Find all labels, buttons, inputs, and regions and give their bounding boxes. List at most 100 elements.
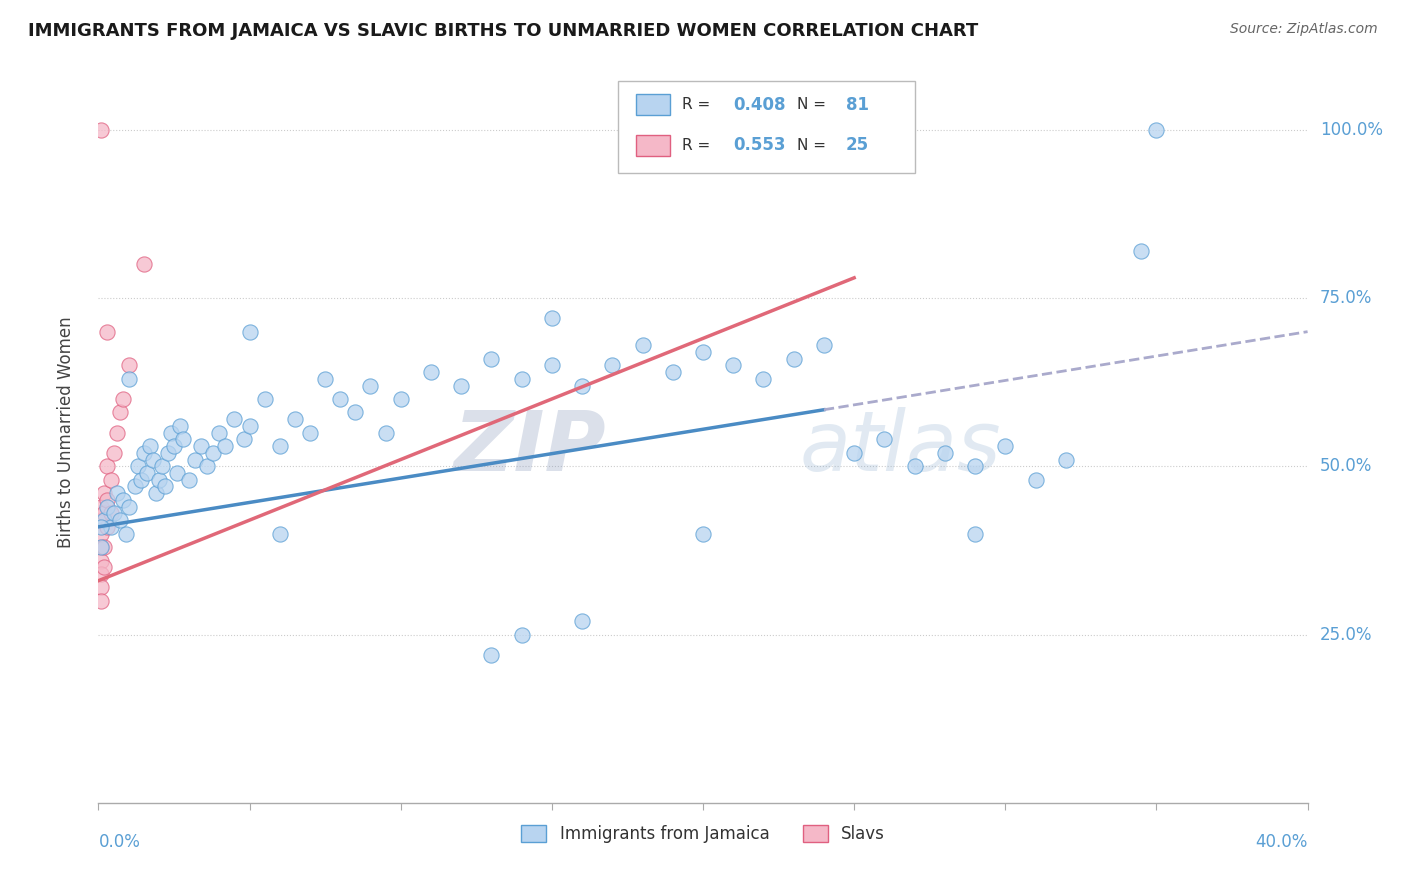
Point: [571, 614, 593, 628]
Point: [142, 452, 165, 467]
Point: [118, 500, 141, 514]
Point: [135, 466, 157, 480]
Point: [1054, 452, 1077, 467]
Point: [190, 439, 212, 453]
Point: [510, 627, 533, 641]
Point: [96, 325, 118, 339]
Point: [994, 439, 1017, 453]
Point: [540, 311, 562, 326]
Point: [90, 566, 112, 581]
Text: N =: N =: [797, 138, 831, 153]
Point: [202, 446, 225, 460]
Point: [160, 425, 183, 440]
Point: [224, 412, 246, 426]
Point: [163, 439, 186, 453]
Point: [129, 473, 152, 487]
Text: 100.0%: 100.0%: [1320, 120, 1382, 139]
Point: [105, 425, 128, 440]
Point: [450, 378, 472, 392]
Point: [93, 486, 115, 500]
Point: [269, 526, 291, 541]
Point: [90, 122, 112, 136]
Point: [661, 365, 683, 379]
Point: [420, 365, 443, 379]
Point: [166, 466, 188, 480]
Point: [90, 500, 112, 514]
Point: [540, 359, 562, 373]
Text: 0.0%: 0.0%: [98, 833, 141, 851]
Bar: [637, 95, 671, 115]
Y-axis label: Births to Unmarried Women: Births to Unmarried Women: [56, 317, 75, 549]
Point: [873, 433, 896, 447]
Text: 25: 25: [845, 136, 869, 154]
Text: IMMIGRANTS FROM JAMAICA VS SLAVIC BIRTHS TO UNMARRIED WOMEN CORRELATION CHART: IMMIGRANTS FROM JAMAICA VS SLAVIC BIRTHS…: [28, 22, 979, 40]
Point: [389, 392, 412, 406]
Point: [329, 392, 352, 406]
Text: 40.0%: 40.0%: [1256, 833, 1308, 851]
Point: [631, 338, 654, 352]
Point: [571, 378, 593, 392]
Point: [934, 446, 956, 460]
Point: [156, 446, 179, 460]
Point: [214, 439, 236, 453]
Point: [90, 520, 112, 534]
Point: [232, 433, 254, 447]
FancyBboxPatch shape: [619, 81, 915, 173]
Point: [103, 507, 125, 521]
Point: [692, 526, 714, 541]
Point: [184, 452, 207, 467]
Point: [114, 526, 136, 541]
Text: 0.553: 0.553: [734, 136, 786, 154]
Point: [344, 405, 367, 419]
Text: 75.0%: 75.0%: [1320, 289, 1372, 307]
Point: [96, 520, 118, 534]
Point: [93, 560, 115, 574]
Point: [239, 418, 262, 433]
Point: [1024, 473, 1046, 487]
Point: [139, 439, 162, 453]
Point: [96, 500, 118, 514]
Text: 25.0%: 25.0%: [1320, 625, 1372, 643]
Point: [108, 513, 131, 527]
Point: [132, 446, 155, 460]
Point: [96, 492, 118, 507]
Point: [723, 359, 745, 373]
Point: [602, 359, 624, 373]
Point: [904, 459, 927, 474]
Point: [179, 473, 201, 487]
Point: [90, 540, 112, 554]
Legend: Immigrants from Jamaica, Slavs: Immigrants from Jamaica, Slavs: [515, 819, 891, 850]
Point: [111, 392, 134, 406]
Point: [108, 405, 131, 419]
Point: [93, 507, 115, 521]
Point: [118, 372, 141, 386]
Point: [90, 594, 112, 608]
Point: [96, 459, 118, 474]
Text: 0.408: 0.408: [734, 95, 786, 113]
Point: [90, 513, 112, 527]
Point: [965, 459, 987, 474]
Point: [360, 378, 382, 392]
Text: Source: ZipAtlas.com: Source: ZipAtlas.com: [1230, 22, 1378, 37]
Point: [100, 507, 122, 521]
Text: 81: 81: [845, 95, 869, 113]
Text: R =: R =: [682, 138, 716, 153]
Point: [150, 459, 173, 474]
Point: [148, 473, 170, 487]
Point: [172, 433, 194, 447]
Point: [124, 479, 146, 493]
Point: [844, 446, 866, 460]
Text: atlas: atlas: [800, 407, 1001, 488]
Text: ZIP: ZIP: [454, 407, 606, 488]
Point: [153, 479, 176, 493]
Point: [118, 359, 141, 373]
Point: [105, 486, 128, 500]
Text: N =: N =: [797, 97, 831, 112]
Point: [90, 553, 112, 567]
Point: [93, 540, 115, 554]
Point: [253, 392, 276, 406]
Point: [692, 344, 714, 359]
Point: [269, 439, 291, 453]
Point: [100, 520, 122, 534]
Point: [145, 486, 167, 500]
